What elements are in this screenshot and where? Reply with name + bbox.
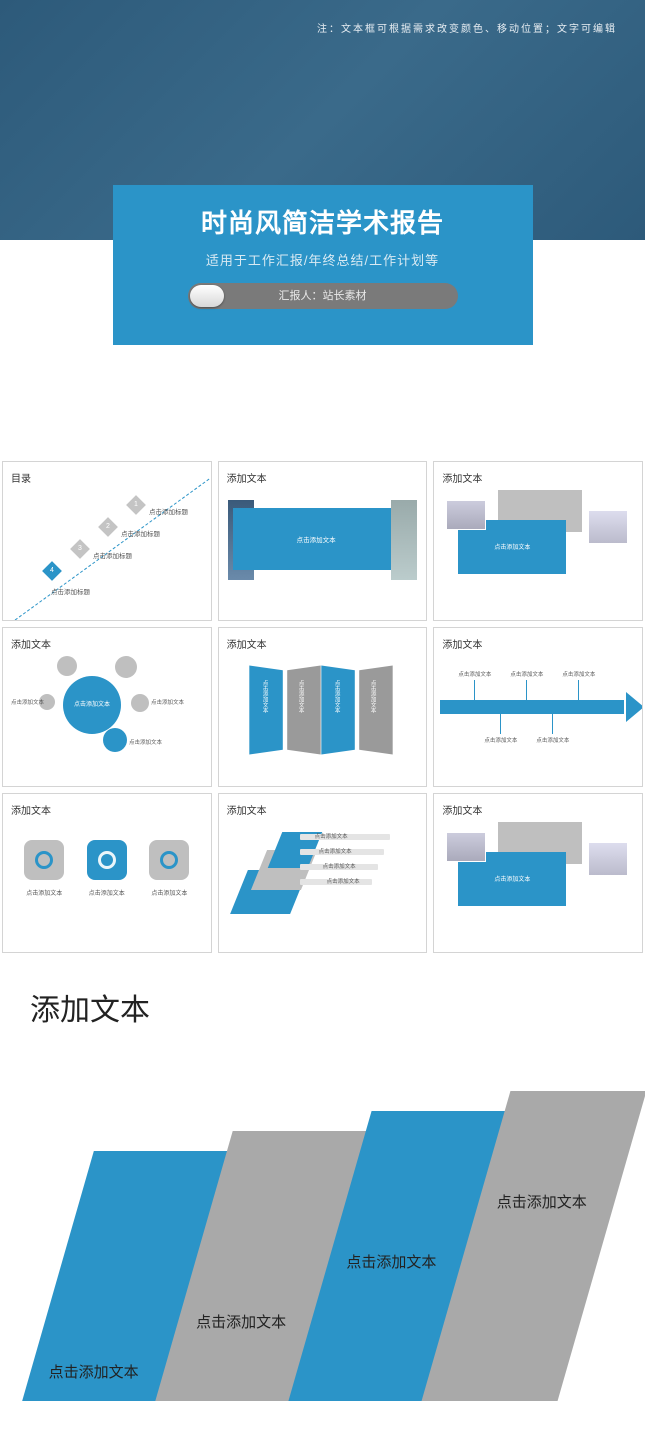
slide-fold[interactable]: 添加文本 点击添加文本 点击添加文本 点击添加文本 点击添加文本 [218,627,428,787]
hero-note: 注：文本框可根据需求改变颜色、移动位置；文字可编辑 [317,20,617,35]
hero-subtitle: 适用于工作汇报/年终总结/工作计划等 [113,250,533,269]
slide-banner[interactable]: 添加文本 点击添加文本 [218,461,428,621]
stair-diagram: 点击添加文本 点击添加文本 点击添加文本 点击添加文本 [58,1101,618,1401]
slide-overlap-2[interactable]: 添加文本 点击添加文本 [433,793,643,953]
big-slide: 添加文本 点击添加文本 点击添加文本 点击添加文本 点击添加文本 [0,961,645,1441]
slide-overlap-1[interactable]: 添加文本 点击添加文本 [433,461,643,621]
banner-photo-right [391,500,417,580]
thumbnail-grid: 目录 1 2 3 4 点击添加标题 点击添加标题 点击添加标题 点击添加标题 添… [0,455,645,959]
slide-circles[interactable]: 添加文本 点击添加文本 点击添加文本 点击添加文本 点击添加文本 [2,627,212,787]
big-title: 添加文本 [30,985,615,1029]
pill-knob [190,285,224,307]
reporter-pill: 汇报人：站长素材 [188,283,458,309]
slide-stairs[interactable]: 添加文本 点击添加文本 点击添加文本 点击添加文本 点击添加文本 [218,793,428,953]
slide-toc[interactable]: 目录 1 2 3 4 点击添加标题 点击添加标题 点击添加标题 点击添加标题 [2,461,212,621]
slide-arrow[interactable]: 添加文本 点击添加文本 点击添加文本 点击添加文本 点击添加文本 点击添加文本 [433,627,643,787]
reporter-text: 汇报人：站长素材 [279,290,367,302]
toc-title: 目录 [11,470,31,485]
hero-slide: 注：文本框可根据需求改变颜色、移动位置；文字可编辑 时尚风简洁学术报告 适用于工… [0,0,645,345]
hero-title: 时尚风简洁学术报告 [113,203,533,240]
hero-title-box: 时尚风简洁学术报告 适用于工作汇报/年终总结/工作计划等 汇报人：站长素材 [113,185,533,345]
slide-icons[interactable]: 添加文本 点击添加文本 点击添加文本 点击添加文本 [2,793,212,953]
